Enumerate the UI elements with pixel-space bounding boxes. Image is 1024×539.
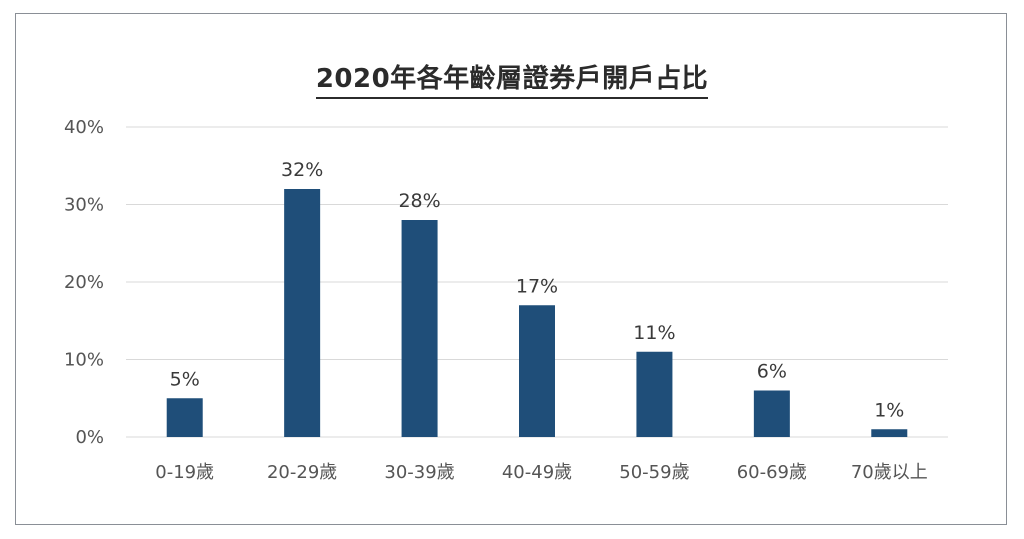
x-category-label: 70歲以上 <box>851 462 928 483</box>
x-category-label: 20-29歲 <box>267 462 337 483</box>
data-label: 5% <box>170 368 200 390</box>
data-label: 32% <box>281 159 323 181</box>
y-tick-label: 0% <box>75 427 104 448</box>
bar <box>166 398 203 437</box>
bar <box>284 189 321 437</box>
data-label: 1% <box>874 399 904 421</box>
bar <box>871 429 908 437</box>
bar <box>519 305 555 437</box>
bars <box>166 189 908 437</box>
y-tick-label: 30% <box>64 195 104 216</box>
bar <box>401 220 438 437</box>
x-category-label: 0-19歲 <box>155 462 214 483</box>
x-category-label: 40-49歲 <box>502 462 572 483</box>
data-label: 6% <box>757 361 787 383</box>
data-label: 17% <box>516 275 558 297</box>
x-axis-categories: 0-19歲 20-29歲 30-39歲 40-49歲 50-59歲 60-69歲 70歲以上 <box>155 462 927 483</box>
y-tick-label: 10% <box>64 350 104 371</box>
x-category-label: 50-59歲 <box>619 462 689 483</box>
x-category-label: 60-69歲 <box>737 462 807 483</box>
data-label: 11% <box>633 322 675 344</box>
chart-frame <box>15 13 1007 525</box>
bar <box>636 351 673 437</box>
chart-title: 2020年各年齡層證券戶開戶占比 <box>0 58 1024 99</box>
bar <box>753 390 790 437</box>
data-labels: 5% 32% 28% 17% 11% 6% 1% <box>170 159 905 421</box>
x-category-label: 30-39歲 <box>384 462 454 483</box>
data-label: 28% <box>398 190 440 212</box>
y-tick-label: 40% <box>64 117 104 138</box>
chart-title-text: 2020年各年齡層證券戶開戶占比 <box>315 64 709 99</box>
y-axis-ticks: 0% 10% 20% 30% 40% <box>64 117 104 448</box>
y-tick-label: 20% <box>64 272 104 293</box>
